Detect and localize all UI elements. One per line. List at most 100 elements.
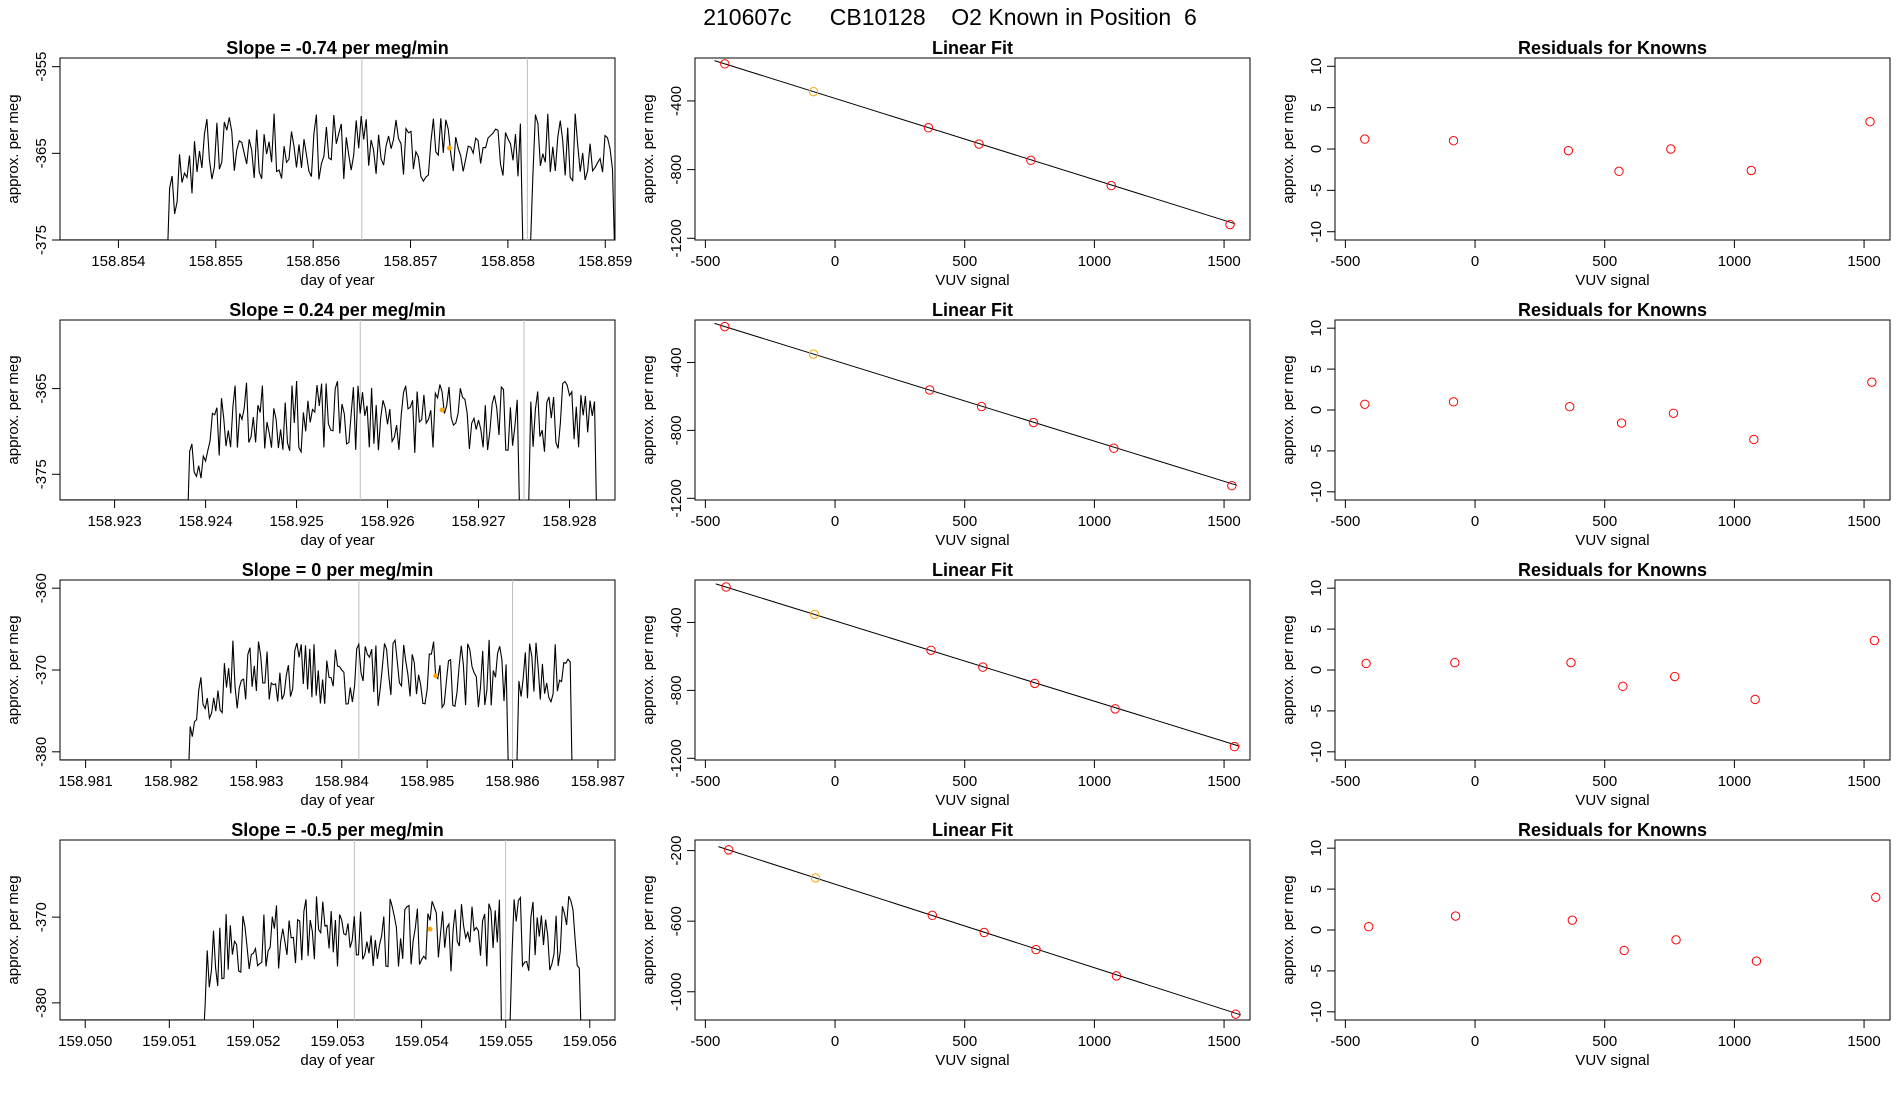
panel-title: Residuals for Knowns [1518, 38, 1707, 58]
data-point [808, 349, 819, 359]
x-tick-label: 500 [1592, 253, 1617, 270]
x-axis-label: day of year [300, 1052, 374, 1069]
plot-frame [1334, 839, 1891, 1021]
plot-frame [1334, 57, 1891, 241]
plot-content [60, 58, 615, 240]
data-point [1227, 481, 1237, 491]
plot-content [1360, 377, 1877, 445]
plot-content [715, 582, 1240, 752]
x-axis-label: VUV signal [1575, 532, 1649, 549]
residual-point [1360, 134, 1370, 144]
x-tick-label: 158.985 [400, 773, 454, 790]
residual-point [1670, 671, 1680, 682]
data-point [1030, 678, 1040, 689]
data-point [720, 321, 730, 332]
residual-point [1360, 399, 1370, 409]
y-tick-label: -355 [33, 52, 50, 82]
x-axis-label: day of year [300, 532, 374, 549]
x-tick-label: -500 [1330, 513, 1360, 530]
data-point [808, 86, 819, 97]
plot-frame [1334, 579, 1891, 761]
y-tick-label: 0 [1308, 926, 1325, 934]
linear-fit-3: Linear Fit -500 0 500 1000 1500 VUV signal -400… [640, 560, 1251, 809]
fit-line [714, 322, 1238, 486]
plot-content [718, 845, 1242, 1019]
x-tick-label: 0 [1471, 773, 1479, 790]
x-tick-label: 0 [1471, 1033, 1479, 1050]
residual-point [1619, 945, 1629, 956]
data-point [1110, 704, 1120, 714]
panel-title: Slope = -0.5 per meg/min [231, 820, 444, 840]
plot-frame [694, 57, 1251, 241]
data-point [810, 609, 820, 620]
panel-title: Linear Fit [932, 300, 1013, 320]
x-tick-label: 158.925 [269, 513, 323, 530]
data-point [721, 582, 731, 592]
y-tick-label: -600 [668, 906, 685, 936]
x-tick-label: 1000 [1078, 253, 1111, 270]
y-axis-label: approx. per meg [5, 615, 22, 724]
plot-content [60, 580, 573, 760]
y-tick-label: -10 [1308, 481, 1325, 503]
data-point [923, 123, 934, 133]
x-tick-label: 158.858 [481, 253, 535, 270]
x-tick-label: 1500 [1207, 1033, 1240, 1050]
y-tick-label: 10 [1308, 580, 1325, 597]
data-point [1026, 155, 1036, 166]
residual-point [1565, 402, 1575, 412]
plot-content [714, 321, 1238, 491]
y-axis-label: approx. per meg [640, 615, 657, 724]
residual-point [1616, 418, 1627, 428]
y-tick-label: -1200 [668, 219, 685, 257]
x-tick-label: 500 [952, 773, 977, 790]
data-point [925, 385, 935, 395]
plot-content [1364, 892, 1881, 966]
y-tick-label: -10 [1308, 221, 1325, 243]
x-tick-label: 1000 [1078, 513, 1111, 530]
plot-frame [59, 319, 616, 501]
panel-title: Linear Fit [932, 38, 1013, 58]
x-tick-label: 500 [1592, 1033, 1617, 1050]
linear-fit-4: Linear Fit -500 0 500 1000 1500 VUV signal -200… [640, 820, 1251, 1069]
x-tick-label: 1500 [1207, 253, 1240, 270]
data-point [926, 645, 936, 656]
y-tick-label: -800 [668, 415, 685, 445]
data-point [979, 927, 989, 938]
y-tick-label: -800 [668, 155, 685, 185]
fit-line [718, 846, 1242, 1016]
y-tick-label: -365 [33, 374, 50, 404]
y-tick-label: -400 [668, 347, 685, 377]
x-tick-label: 1500 [1847, 1033, 1880, 1050]
y-tick-label: 5 [1308, 103, 1325, 111]
panel-title: Slope = 0.24 per meg/min [229, 300, 446, 320]
x-tick-label: 158.924 [178, 513, 232, 530]
x-axis-label: day of year [300, 792, 374, 809]
residual-point [1750, 694, 1760, 705]
panel-title: Residuals for Knowns [1518, 300, 1707, 320]
x-tick-label: 158.982 [144, 773, 198, 790]
y-axis-label: approx. per meg [640, 94, 657, 203]
x-tick-label: 0 [1471, 253, 1479, 270]
residual-point [1364, 922, 1374, 932]
y-tick-label: -1200 [668, 479, 685, 517]
x-tick-label: 158.854 [91, 253, 145, 270]
y-axis-label: approx. per meg [5, 355, 22, 464]
data-point [1109, 443, 1119, 453]
x-tick-label: 1500 [1847, 773, 1880, 790]
residuals-1: Residuals for Knowns -500 0 500 1000 1500 VUV … [1280, 38, 1891, 289]
fit-line [715, 583, 1240, 747]
plot-content [1361, 635, 1880, 705]
x-tick-label: 158.923 [87, 513, 141, 530]
x-tick-label: 1000 [1718, 1033, 1751, 1050]
time-series-2: Slope = 0.24 per meg/min 158.923 158.924 15… [5, 300, 616, 549]
series-line [201, 895, 582, 1020]
plot-content [714, 59, 1236, 230]
x-tick-label: -500 [1330, 1033, 1360, 1050]
x-tick-label: 158.928 [542, 513, 596, 530]
data-point [927, 910, 938, 921]
data-point [1225, 219, 1235, 230]
x-axis-label: VUV signal [935, 1052, 1009, 1069]
y-tick-label: 5 [1308, 365, 1325, 373]
y-tick-label: 0 [1308, 145, 1325, 153]
y-tick-label: -5 [1308, 444, 1325, 457]
